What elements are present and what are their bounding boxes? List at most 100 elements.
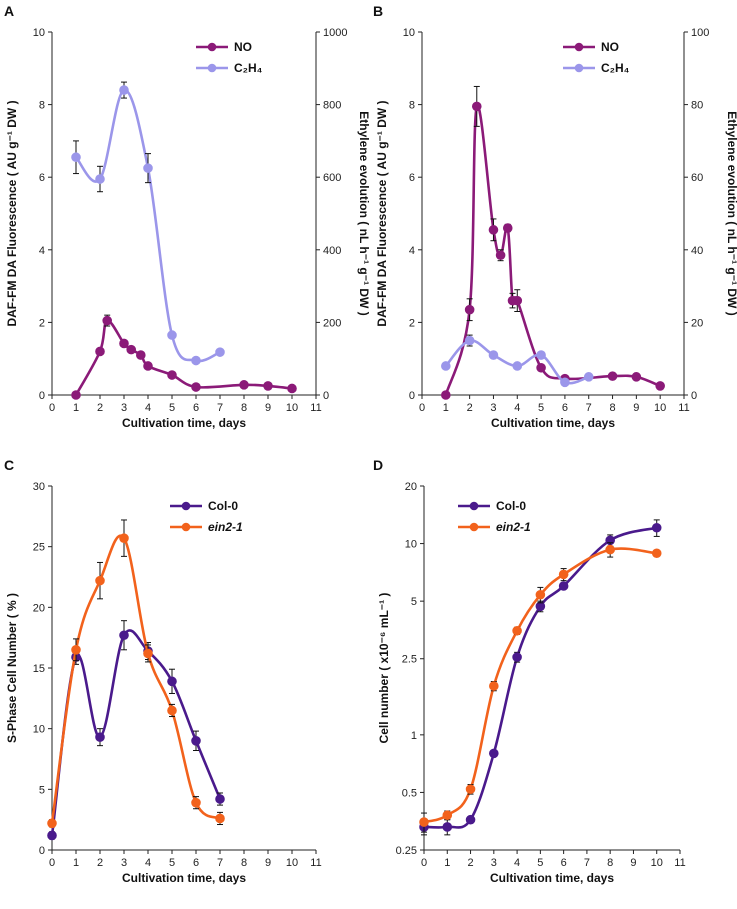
x-tick-label: 8 [241,402,247,414]
y-right-tick-label: 400 [323,245,341,257]
data-point [95,732,105,742]
y-tick-label: 10 [405,539,417,551]
legend-swatch-marker [574,42,584,52]
data-point [71,645,81,655]
y-axis-label: S-Phase Cell Number ( % ) [5,593,19,743]
x-tick-label: 8 [241,857,247,869]
x-tick-label: 4 [514,857,520,869]
data-point [651,522,662,533]
panel-a: A0 1 2 3 4 5 6 7 8 9 10 11024681002004006008001000C… [4,3,371,430]
y-tick-label: 2 [409,317,415,329]
x-tick-label: 10 [654,402,666,414]
x-tick-label: 11 [310,857,321,869]
y-tick-label: 2 [39,317,45,329]
x-tick-label: 5 [169,402,175,414]
x-tick-label: 3 [121,857,127,869]
legend-label: ein2-1 [496,520,531,534]
data-point [536,362,546,373]
data-point [488,350,499,360]
x-tick-label: 10 [286,857,298,869]
x-tick-label: 11 [310,402,321,414]
data-point [502,223,513,233]
legend-swatch-marker [181,522,191,532]
y-tick-label: 10 [403,27,415,39]
y-tick-label: 8 [39,100,45,112]
y-tick-label: 10 [33,27,45,39]
y-tick-label: 30 [33,481,45,493]
panel-letter: D [373,457,383,473]
y-right-tick-label: 800 [323,100,341,112]
legend-label: C₂H₄ [234,61,263,75]
data-point [215,813,225,824]
x-tick-label: 4 [514,402,520,414]
data-point [471,101,482,112]
x-tick-label: 7 [586,402,592,414]
y-tick-label: 20 [405,481,417,493]
data-point [512,295,523,306]
y-axis-label: Cell number ( x10⁻⁶ mL⁻¹ ) [377,593,391,744]
legend-label: NO [234,40,252,54]
legend-label: NO [601,40,619,54]
data-point [558,569,569,580]
data-point [441,390,451,400]
y-tick-label: 2.5 [402,654,417,666]
data-point [488,225,499,235]
y-right-tick-label: 200 [323,317,341,329]
data-point [215,347,225,357]
y-tick-label: 0.25 [396,845,417,857]
series-ein21 [419,542,662,833]
x-tick-label: 1 [73,402,79,414]
legend-swatch-marker [207,42,217,52]
x-axis-label: Cultivation time, days [122,871,246,885]
y-tick-label: 6 [39,172,45,184]
x-tick-label: 5 [538,402,544,414]
y-right-tick-label: 80 [691,100,703,112]
series-no [71,314,297,400]
data-point [536,350,546,360]
series-line [444,104,661,396]
data-point [464,335,475,346]
y-right-tick-label: 20 [691,317,703,329]
series-line [74,88,221,363]
panel-d: D 0 1 2 3 4 5 6 7 8 9 10 11 0.25 0.5 1 2.5 5 10 20 Cultivati… [373,457,686,885]
panel-b: B0 1 2 3 4 5 6 7 8 9 10 110246810020406080100Cultiv… [373,3,737,430]
x-tick-label: 5 [169,857,175,869]
x-tick-label: 4 [145,402,151,414]
y-tick-label: 0 [39,845,45,857]
y-tick-label: 5 [39,784,45,796]
panel-letter: C [4,457,14,473]
x-tick-label: 1 [443,402,449,414]
x-tick-label: 8 [607,857,613,869]
data-point [489,748,499,759]
x-tick-label: 0 [49,857,55,869]
x-tick-label: 0 [419,402,425,414]
y-right-axis-label: Ethylene evolution ( nL h⁻¹ g⁻¹ DW ) [357,111,371,315]
x-tick-label: 6 [562,402,568,414]
x-tick-label: 2 [97,857,103,869]
data-point [215,794,225,804]
data-point [651,548,662,559]
x-tick-label: 9 [633,402,639,414]
legend-label: Col-0 [496,499,526,513]
data-point [136,350,146,360]
data-point [119,85,129,95]
data-point [535,589,546,600]
panel-letter: A [4,3,14,19]
y-tick-label: 1 [411,730,417,742]
data-point [95,174,105,184]
data-point [464,304,475,315]
data-point [191,382,201,392]
x-tick-label: 7 [217,402,223,414]
data-point [191,797,201,808]
x-tick-label: 1 [73,857,79,869]
x-tick-label: 2 [97,402,103,414]
data-point [191,355,201,366]
series-ch [441,334,594,388]
series-col0 [419,519,662,836]
data-point [95,575,105,586]
data-point [239,380,249,390]
x-tick-label: 9 [265,402,271,414]
y-tick-label: 0.5 [402,787,417,799]
y-right-tick-label: 1000 [323,27,347,39]
